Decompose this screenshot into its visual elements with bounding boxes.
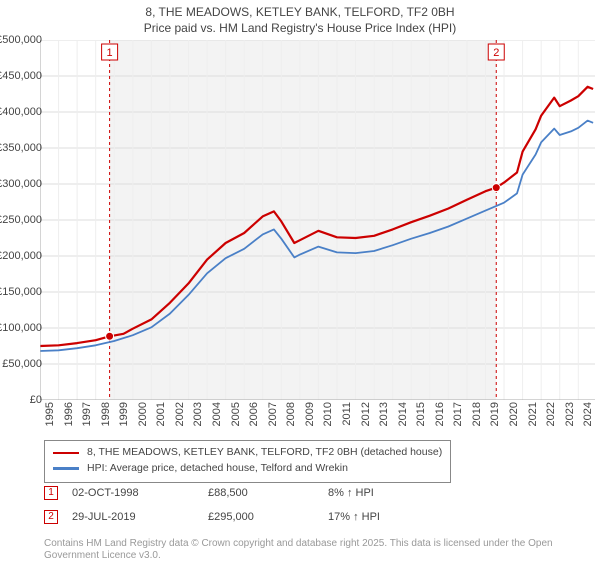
x-tick-label: 2005 — [230, 402, 242, 426]
legend-label-property: 8, THE MEADOWS, KETLEY BANK, TELFORD, TF… — [87, 445, 442, 461]
x-tick-label: 2011 — [341, 402, 353, 426]
x-tick-label: 2020 — [508, 402, 520, 426]
transaction-row-2: 2 29-JUL-2019 £295,000 17% ↑ HPI — [44, 510, 448, 524]
x-tick-label: 2010 — [322, 402, 334, 426]
y-tick-label: £450,000 — [0, 70, 42, 82]
x-tick-label: 2015 — [415, 402, 427, 426]
legend-swatch-property — [53, 452, 79, 455]
x-tick-label: 1997 — [81, 402, 93, 426]
chart: 12 — [40, 40, 595, 400]
x-tick-label: 2007 — [267, 402, 279, 426]
y-tick-label: £500,000 — [0, 34, 42, 46]
x-tick-label: 2021 — [527, 402, 539, 426]
x-tick-label: 2017 — [452, 402, 464, 426]
x-tick-label: 2003 — [192, 402, 204, 426]
x-tick-label: 2000 — [137, 402, 149, 426]
legend-swatch-hpi — [53, 467, 79, 470]
transaction-date-2: 29-JUL-2019 — [58, 511, 208, 523]
x-tick-label: 2024 — [582, 402, 594, 426]
x-tick-label: 2001 — [155, 402, 167, 426]
y-tick-label: £350,000 — [0, 142, 42, 154]
marker-badge-2: 2 — [44, 510, 58, 524]
svg-text:2: 2 — [493, 47, 499, 59]
y-tick-label: £100,000 — [0, 322, 42, 334]
x-tick-label: 2004 — [211, 402, 223, 426]
x-tick-label: 2016 — [434, 402, 446, 426]
x-tick-label: 2019 — [489, 402, 501, 426]
x-tick-label: 1998 — [100, 402, 112, 426]
x-tick-label: 2022 — [545, 402, 557, 426]
y-tick-label: £300,000 — [0, 178, 42, 190]
transaction-row-1: 1 02-OCT-1998 £88,500 8% ↑ HPI — [44, 486, 448, 500]
legend-label-hpi: HPI: Average price, detached house, Telf… — [87, 461, 348, 477]
y-tick-label: £50,000 — [2, 358, 42, 370]
chart-title: 8, THE MEADOWS, KETLEY BANK, TELFORD, TF… — [0, 0, 600, 36]
x-tick-label: 2012 — [360, 402, 372, 426]
x-tick-label: 2009 — [304, 402, 316, 426]
legend-item-hpi: HPI: Average price, detached house, Telf… — [53, 461, 442, 477]
y-tick-label: £0 — [30, 394, 42, 406]
legend-item-property: 8, THE MEADOWS, KETLEY BANK, TELFORD, TF… — [53, 445, 442, 461]
x-tick-label: 1999 — [118, 402, 130, 426]
transaction-delta-2: 17% ↑ HPI — [328, 511, 448, 523]
x-tick-label: 2018 — [471, 402, 483, 426]
svg-text:1: 1 — [107, 47, 113, 59]
y-tick-label: £400,000 — [0, 106, 42, 118]
x-tick-label: 2014 — [397, 402, 409, 426]
footer-attribution: Contains HM Land Registry data © Crown c… — [44, 538, 600, 562]
x-tick-label: 2006 — [248, 402, 260, 426]
x-tick-label: 1995 — [44, 402, 56, 426]
legend: 8, THE MEADOWS, KETLEY BANK, TELFORD, TF… — [44, 440, 451, 483]
title-line-2: Price paid vs. HM Land Registry's House … — [0, 20, 600, 36]
title-line-1: 8, THE MEADOWS, KETLEY BANK, TELFORD, TF… — [0, 4, 600, 20]
transaction-price-1: £88,500 — [208, 487, 328, 499]
x-tick-label: 2008 — [285, 402, 297, 426]
y-tick-label: £200,000 — [0, 250, 42, 262]
x-tick-label: 1996 — [63, 402, 75, 426]
transaction-price-2: £295,000 — [208, 511, 328, 523]
x-tick-label: 2013 — [378, 402, 390, 426]
transaction-delta-1: 8% ↑ HPI — [328, 487, 448, 499]
x-tick-label: 2002 — [174, 402, 186, 426]
marker-badge-1: 1 — [44, 486, 58, 500]
y-tick-label: £250,000 — [0, 214, 42, 226]
y-tick-label: £150,000 — [0, 286, 42, 298]
transaction-date-1: 02-OCT-1998 — [58, 487, 208, 499]
x-tick-label: 2023 — [564, 402, 576, 426]
